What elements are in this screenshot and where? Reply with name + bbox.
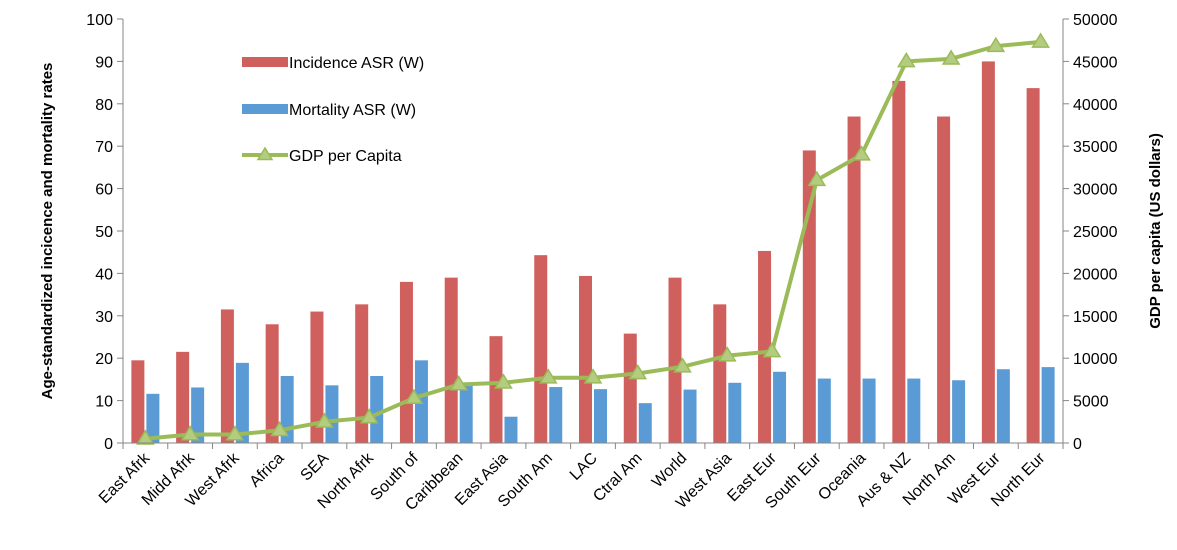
- legend-swatch-0: [242, 57, 288, 67]
- incidence-bar-10: [579, 275, 592, 443]
- y2-tick-label-9: 45000: [1073, 54, 1118, 71]
- gdp-marker-10: [583, 368, 603, 384]
- gdp-marker-14: [762, 341, 782, 358]
- incidence-bar-8: [489, 336, 503, 443]
- mortality-bar-5: [370, 376, 384, 443]
- gdp-marker-8: [494, 373, 513, 389]
- incidence-bar-5: [355, 304, 369, 443]
- incidence-bar-16: [847, 116, 861, 444]
- mortality-bar-12: [683, 389, 697, 443]
- mortality-bar-13: [728, 382, 742, 443]
- mortality-bar-19: [996, 369, 1010, 443]
- mortality-bar-7: [459, 385, 473, 443]
- y-tick-label-9: 90: [95, 54, 113, 71]
- incidence-bar-7: [444, 277, 458, 443]
- mortality-bar-17: [907, 378, 921, 443]
- incidence-bar-3: [265, 324, 279, 443]
- gdp-marker-4: [315, 412, 334, 428]
- y2-axis-title: GDP per capita (US dollars): [1147, 133, 1164, 329]
- y-axis-title: Age-standardized incicence and mortality…: [39, 63, 56, 400]
- incidence-bar-9: [534, 255, 548, 443]
- mortality-bar-20: [1041, 367, 1055, 443]
- gdp-marker-18: [941, 49, 961, 65]
- y2-tick-label-8: 40000: [1073, 97, 1118, 114]
- mortality-bar-16: [862, 378, 876, 443]
- gdp-marker-19: [986, 36, 1006, 53]
- y-tick-label-2: 20: [95, 351, 113, 368]
- x-tick-label-12: World: [649, 450, 690, 491]
- legend: Incidence ASR (W) Mortality ASR (W) GDP pe…: [242, 55, 424, 165]
- incidence-bar-17: [892, 80, 906, 444]
- y2-tick-label-1: 5000: [1073, 394, 1109, 411]
- y-tick-label-6: 60: [95, 182, 113, 199]
- mortality-bar-11: [638, 403, 652, 443]
- y2-tick-label-2: 10000: [1073, 351, 1118, 368]
- mortality-bar-18: [952, 380, 966, 443]
- y-tick-label-4: 40: [95, 266, 113, 283]
- gdp-marker-11: [628, 364, 648, 380]
- incidence-bar-12: [668, 277, 682, 443]
- y2-tick-label-10: 50000: [1073, 12, 1118, 29]
- mortality-bar-9: [549, 387, 563, 443]
- gdp-marker-9: [538, 368, 558, 384]
- incidence-bar-0: [131, 360, 145, 443]
- gdp-marker-7: [449, 375, 469, 391]
- incidence-bar-2: [220, 309, 234, 443]
- gdp-marker-12: [673, 357, 692, 373]
- gdp-marker-17: [897, 51, 916, 68]
- gdp-marker-2: [225, 425, 245, 441]
- gdp-marker-5: [359, 408, 379, 424]
- x-tick-label-4: SEA: [298, 450, 333, 485]
- gdp-marker-13: [717, 346, 737, 362]
- y-tick-label-10: 100: [86, 12, 113, 29]
- y-tick-label-1: 10: [95, 394, 113, 411]
- y-tick-label-3: 30: [95, 309, 113, 326]
- incidence-bar-13: [713, 304, 727, 443]
- incidence-bar-14: [758, 250, 772, 443]
- legend-label-0: Incidence ASR (W): [289, 55, 424, 72]
- y2-tick-label-7: 35000: [1073, 139, 1118, 156]
- gdp-marker-1: [180, 425, 200, 441]
- incidence-bar-20: [1026, 88, 1040, 443]
- mortality-bar-1: [191, 387, 205, 443]
- mortality-bar-15: [817, 378, 831, 443]
- plot-area: [131, 32, 1055, 445]
- mortality-bar-14: [773, 371, 787, 443]
- incidence-bar-19: [981, 61, 995, 444]
- y2-tick-label-0: 0: [1073, 436, 1082, 453]
- gdp-marker-15: [807, 170, 827, 187]
- incidence-bar-18: [937, 116, 951, 444]
- x-tick-label-3: Africa: [247, 450, 288, 491]
- y-tick-label-8: 80: [95, 97, 113, 114]
- incidence-bar-6: [399, 281, 413, 443]
- mortality-bar-2: [235, 362, 249, 443]
- incidence-bar-4: [310, 311, 324, 443]
- y2-tick-label-4: 20000: [1073, 266, 1118, 283]
- gdp-marker-6: [404, 388, 424, 405]
- mortality-bar-4: [325, 385, 339, 443]
- incidence-bar-1: [176, 351, 190, 443]
- gdp-marker-0: [136, 429, 155, 445]
- y2-tick-label-3: 15000: [1073, 309, 1118, 326]
- x-tick-label-10: LAC: [567, 450, 601, 484]
- gdp-marker-16: [852, 145, 871, 161]
- y-tick-label-7: 70: [95, 139, 113, 156]
- incidence-bar-11: [623, 333, 637, 443]
- legend-label-2: GDP per Capita: [289, 148, 402, 165]
- mortality-bar-8: [504, 416, 518, 443]
- x-tick-label-11: Ctral Am: [590, 450, 645, 505]
- legend-label-1: Mortality ASR (W): [289, 102, 416, 119]
- legend-swatch-1: [242, 104, 288, 114]
- mortality-bar-0: [146, 393, 160, 443]
- mortality-bar-10: [594, 389, 607, 443]
- y2-tick-label-6: 30000: [1073, 182, 1118, 199]
- gdp-marker-3: [270, 420, 289, 437]
- y-tick-label-0: 0: [104, 436, 113, 453]
- y-tick-label-5: 50: [95, 224, 113, 241]
- y2-tick-label-5: 25000: [1073, 224, 1118, 241]
- gdp-marker-20: [1031, 32, 1050, 48]
- legend-marker-2: [256, 146, 274, 161]
